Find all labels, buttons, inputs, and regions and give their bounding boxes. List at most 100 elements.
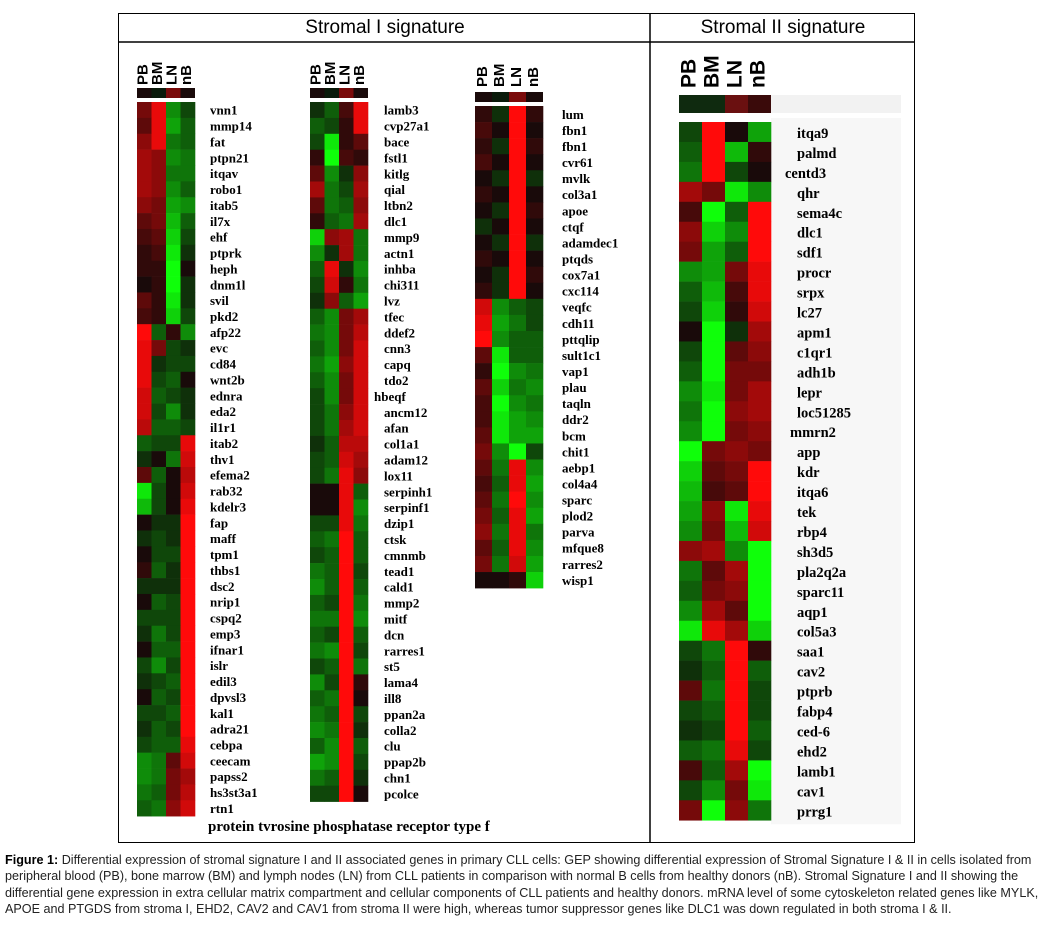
heatmap-cell — [310, 785, 325, 802]
row-label: edil3 — [210, 674, 237, 689]
heatmap-cell — [151, 165, 167, 182]
heatmap-cell — [509, 395, 527, 412]
row-label: taqln — [562, 396, 592, 411]
row-label: ednra — [210, 388, 243, 403]
heatmap-cell — [180, 609, 196, 627]
heatmap-cell — [492, 443, 510, 460]
heatmap-cell — [137, 514, 152, 531]
heatmap-cell — [310, 133, 325, 150]
heatmap-cell — [137, 355, 152, 373]
row-label: ptpn21 — [210, 150, 249, 165]
heatmap-cell — [137, 133, 152, 150]
heatmap-cell — [180, 784, 196, 801]
heatmap-cell — [725, 281, 749, 302]
heatmap-cell — [725, 481, 749, 502]
heatmap-cell — [679, 600, 703, 622]
row-label: procr — [797, 266, 832, 282]
heatmap-cell — [166, 689, 181, 706]
heatmap-cell — [339, 308, 354, 325]
heatmap-cell — [509, 507, 527, 525]
heatmap-cell — [509, 122, 527, 139]
heatmap-cell — [137, 752, 152, 769]
heatmap-cell — [137, 498, 152, 515]
heatmap-cell — [339, 785, 354, 802]
header-cell — [310, 88, 325, 98]
heatmap-cell — [310, 435, 325, 453]
heatmap-cell — [310, 261, 325, 278]
heatmap-cell — [339, 674, 354, 691]
heatmap-cell — [339, 706, 354, 723]
header-cell — [324, 88, 339, 98]
heatmap-cell — [475, 475, 493, 492]
row-label: lum — [562, 107, 584, 122]
heatmap-cell — [324, 165, 340, 182]
row-label: ancm12 — [384, 405, 427, 420]
heatmap-cell — [310, 149, 325, 166]
row-label: st5 — [384, 659, 400, 674]
row-label: mmrn2 — [790, 425, 836, 441]
heatmap-cell — [702, 401, 726, 422]
row-label: mmp9 — [384, 230, 420, 245]
heatmap-cell — [339, 388, 354, 405]
heatmap-cell — [137, 625, 152, 642]
heatmap-cell — [679, 181, 703, 203]
heatmap-cell — [180, 403, 196, 420]
heatmap-cell — [702, 181, 726, 203]
row-label: cspq2 — [210, 611, 242, 626]
heatmap-cell — [151, 546, 167, 563]
row-label: cxc114 — [562, 284, 599, 299]
heatmap-cell — [679, 321, 703, 342]
heatmap-cell — [353, 706, 369, 723]
heatmap-cell — [725, 461, 749, 482]
heatmap-cell — [679, 700, 703, 721]
heatmap-cell — [151, 213, 167, 230]
heatmap-cell — [137, 228, 152, 246]
heatmap-cell — [339, 372, 354, 389]
heatmap-cell — [702, 221, 726, 242]
heatmap-cell — [166, 260, 181, 277]
heatmap-cell — [353, 149, 369, 166]
heatmap-cell — [725, 700, 749, 721]
heatmap-cell — [151, 467, 167, 484]
row-label: capq — [384, 357, 412, 372]
heatmap-cell — [137, 593, 152, 611]
heatmap-cell — [679, 261, 703, 282]
heatmap-cell — [180, 371, 196, 388]
heatmap-cell — [151, 482, 167, 500]
heatmap-cell — [324, 642, 340, 659]
heatmap-cell — [509, 572, 527, 589]
column-label-pb: PB — [474, 66, 491, 87]
heatmap-cell — [151, 752, 167, 769]
row-label: lc27 — [797, 306, 822, 322]
row-label: wnt2b — [210, 372, 245, 387]
heatmap-cell — [702, 281, 726, 302]
heatmap-cell — [166, 482, 181, 500]
footer-gene-label: protein tvrosine phosphatase receptor ty… — [208, 819, 491, 835]
heatmap-cell — [702, 161, 726, 183]
heatmap-cell — [353, 690, 369, 707]
heatmap-cell — [509, 491, 527, 509]
heatmap-cell — [180, 102, 196, 119]
heatmap-cell — [339, 261, 354, 278]
heatmap-1: PBBMLNnBvnn1mmp14fatptpn21itqavrobo1itab… — [134, 62, 258, 817]
row-label: dcn — [384, 627, 405, 642]
header-cell — [725, 95, 748, 113]
row-label: saa1 — [797, 645, 824, 661]
heatmap-cell — [725, 501, 749, 522]
heatmap-cell — [310, 738, 325, 755]
heatmap-cell — [137, 609, 152, 627]
heatmap-cell — [151, 705, 167, 722]
heatmap-cell — [180, 562, 196, 579]
heatmap-cell — [180, 530, 196, 547]
row-label: rarres1 — [384, 643, 425, 658]
heatmap-cell — [702, 760, 726, 781]
heatmap-cell — [151, 720, 167, 738]
heatmap-cell — [492, 379, 510, 396]
row-label: islr — [210, 658, 228, 673]
heatmap-cell — [702, 680, 726, 701]
heatmap-cell — [509, 539, 527, 557]
heatmap-cell — [492, 411, 510, 428]
heatmap-cell — [353, 117, 369, 135]
heatmap-cell — [725, 141, 749, 163]
row-label: c1qr1 — [797, 345, 832, 361]
